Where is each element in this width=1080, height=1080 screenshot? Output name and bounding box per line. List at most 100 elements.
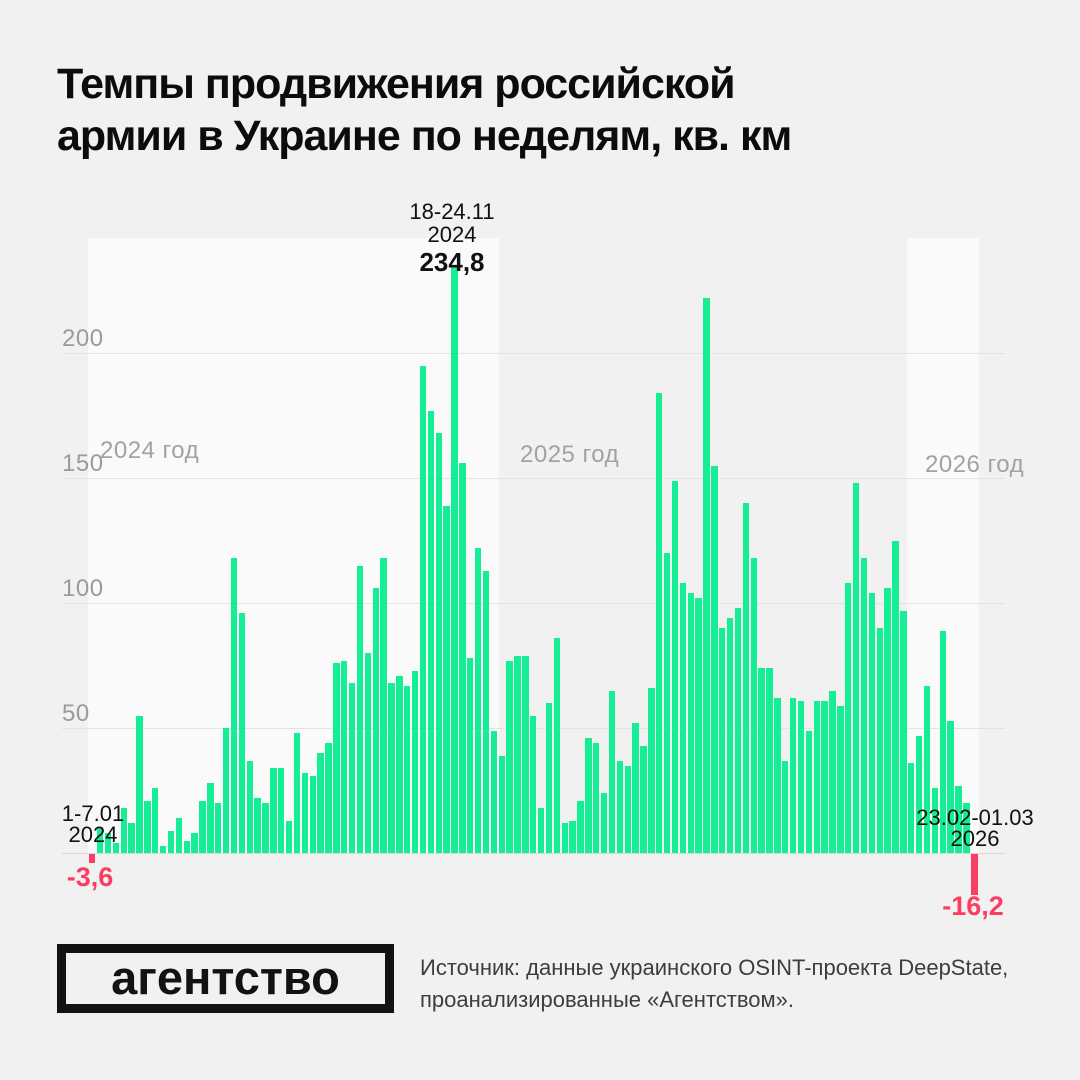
- bar-week: [167, 830, 175, 853]
- source-note-line2: проанализированные «Агентством».: [420, 987, 794, 1012]
- bar-week: [104, 833, 112, 853]
- year-label-2026: 2026 год: [925, 451, 1025, 478]
- bar-week: [380, 558, 387, 853]
- bar-week: [805, 730, 813, 853]
- first-week-value: -3,6: [66, 862, 114, 892]
- zero-baseline: [62, 853, 1005, 854]
- bar-week: [262, 803, 269, 853]
- bar-week: [923, 685, 931, 853]
- bar-week: [900, 610, 907, 853]
- bar-week: [530, 715, 537, 853]
- bar-week: [585, 738, 592, 853]
- bar-week: [711, 465, 718, 853]
- bar-week: [356, 565, 364, 853]
- bar-week: [600, 793, 608, 853]
- bar-negative-week: [89, 854, 96, 863]
- bar-week: [514, 655, 521, 853]
- bar-week: [593, 743, 600, 853]
- agentstvo-logo: агентство: [57, 944, 394, 1013]
- bar-week: [758, 668, 765, 853]
- bar-week: [506, 660, 513, 853]
- y-axis-tick-label-50: 50: [62, 700, 90, 727]
- bar-week: [915, 735, 923, 853]
- bar-week: [726, 618, 734, 853]
- bar-week: [404, 685, 411, 853]
- bar-week: [451, 266, 458, 853]
- bar-week: [222, 728, 230, 853]
- bar-week: [120, 808, 127, 853]
- year-label-2025: 2025 год: [520, 441, 620, 468]
- bar-week: [490, 730, 498, 853]
- bar-week: [782, 760, 789, 853]
- bar-week: [341, 660, 348, 853]
- bar-week: [293, 733, 301, 853]
- peak-annotation-value: 234,8: [419, 247, 485, 277]
- bar-week: [199, 800, 206, 853]
- bar-week: [837, 705, 844, 853]
- bar-week: [821, 700, 828, 853]
- bar-week: [443, 505, 450, 853]
- bar-week: [734, 608, 742, 853]
- source-note-line1: Источник: данные украинского OSINT-проек…: [420, 955, 1009, 980]
- bar-week: [671, 480, 679, 853]
- bar-week: [285, 820, 293, 853]
- bar-week: [207, 783, 214, 853]
- bar-week: [309, 775, 316, 853]
- bar-week: [254, 798, 261, 853]
- bar-week: [372, 588, 379, 853]
- last-week-value: -16,2: [942, 891, 1004, 921]
- gridline-150: [62, 478, 1005, 479]
- bar-week: [624, 765, 631, 853]
- peak-annotation-date-line1: 18-24.11: [409, 199, 495, 224]
- peak-annotation: 18-24.11 2024 234,8: [409, 200, 494, 275]
- last-week-date-line1: 23.02-01.03: [916, 805, 1034, 830]
- bar-week: [656, 393, 663, 853]
- bar-week: [813, 700, 820, 853]
- first-week-date-line1: 1-7.01: [61, 801, 125, 826]
- bar-week: [766, 668, 773, 853]
- bar-week: [459, 463, 466, 853]
- bar-week: [852, 483, 860, 853]
- agentstvo-logo-text: агентство: [111, 950, 340, 1004]
- bar-week: [191, 833, 198, 853]
- bar-week: [348, 683, 356, 853]
- bar-week: [789, 698, 797, 853]
- gridline-200: [62, 353, 1005, 354]
- bar-week: [396, 675, 403, 853]
- y-axis-tick-label-150: 150: [62, 450, 104, 477]
- last-week-annotation: 23.02-01.03 2026: [916, 805, 1034, 850]
- bar-week: [333, 663, 340, 853]
- bar-week: [128, 823, 135, 853]
- bar-week: [522, 655, 529, 853]
- bar-week: [144, 800, 151, 853]
- bar-week: [411, 670, 419, 853]
- bar-week: [955, 785, 962, 853]
- page-title-line1: Темпы продвижения российской: [57, 60, 736, 108]
- weekly-advance-bar-chart: 2024 год 2025 год 2026 год 18-24.11 2024…: [0, 190, 1080, 930]
- gridline-100: [62, 603, 1005, 604]
- bar-week: [270, 768, 277, 853]
- peak-annotation-date-line2: 2024: [427, 222, 477, 247]
- bar-week: [159, 845, 167, 853]
- first-week-date-line2: 2024: [68, 822, 118, 847]
- bar-week: [750, 558, 757, 853]
- bar-week: [317, 753, 324, 853]
- bar-week: [931, 788, 939, 853]
- bar-week: [175, 818, 183, 853]
- bar-week: [774, 698, 781, 853]
- page-title: Темпы продвижения российской армии в Укр…: [57, 58, 792, 162]
- bar-week: [963, 803, 970, 853]
- bar-week: [640, 745, 647, 853]
- bar-week: [482, 570, 490, 853]
- bar-week: [561, 823, 568, 853]
- bar-week: [388, 683, 395, 853]
- bar-week: [545, 703, 553, 853]
- bar-week: [419, 365, 427, 853]
- bar-week: [947, 720, 954, 853]
- bar-week: [136, 715, 143, 853]
- bar-week: [695, 598, 702, 853]
- bar-week: [608, 690, 616, 853]
- bar-week: [868, 593, 876, 853]
- bar-week: [325, 743, 332, 853]
- bar-week: [829, 690, 836, 853]
